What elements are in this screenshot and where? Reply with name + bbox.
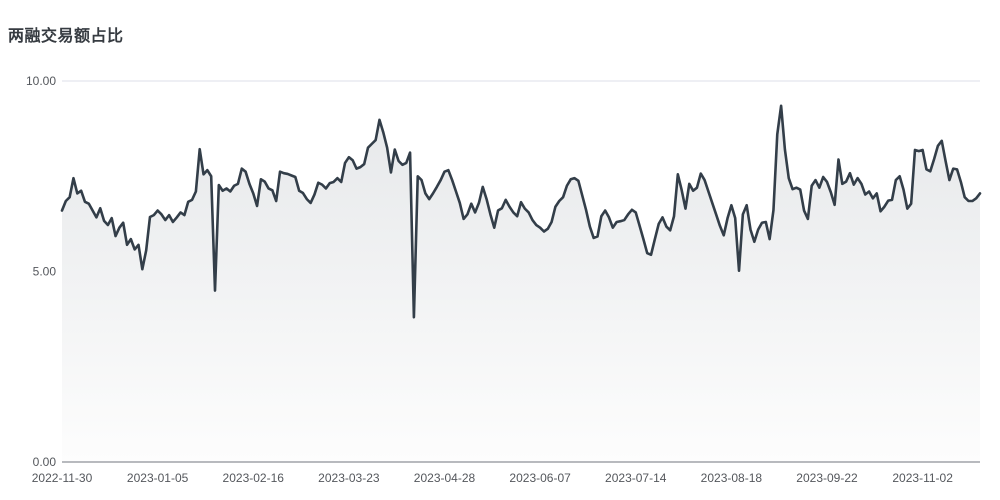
chart-area-fill: [62, 105, 980, 462]
x-tick-label: 2023-03-23: [318, 471, 380, 485]
chart-title: 两融交易额占比: [8, 28, 124, 45]
x-tick-label: 2023-08-18: [701, 471, 763, 485]
x-tick-label: 2023-04-28: [414, 471, 476, 485]
y-tick-label: 10.00: [26, 74, 56, 88]
y-tick-label: 5.00: [33, 265, 57, 279]
y-tick-label: 0.00: [33, 455, 57, 469]
x-tick-label: 2022-11-30: [32, 471, 93, 485]
x-tick-label: 2023-11-02: [892, 471, 953, 485]
x-tick-label: 2023-02-16: [223, 471, 285, 485]
axis-labels: 0.00 5.00 10.00 2022-11-30 2023-01-05 2023-02…: [26, 74, 953, 485]
x-tick-label: 2023-09-22: [796, 471, 858, 485]
chart-line: [60, 104, 982, 319]
x-tick-label: 2023-06-07: [509, 471, 571, 485]
x-tick-label: 2023-01-05: [127, 471, 189, 485]
x-tick-label: 2023-07-14: [605, 471, 667, 485]
